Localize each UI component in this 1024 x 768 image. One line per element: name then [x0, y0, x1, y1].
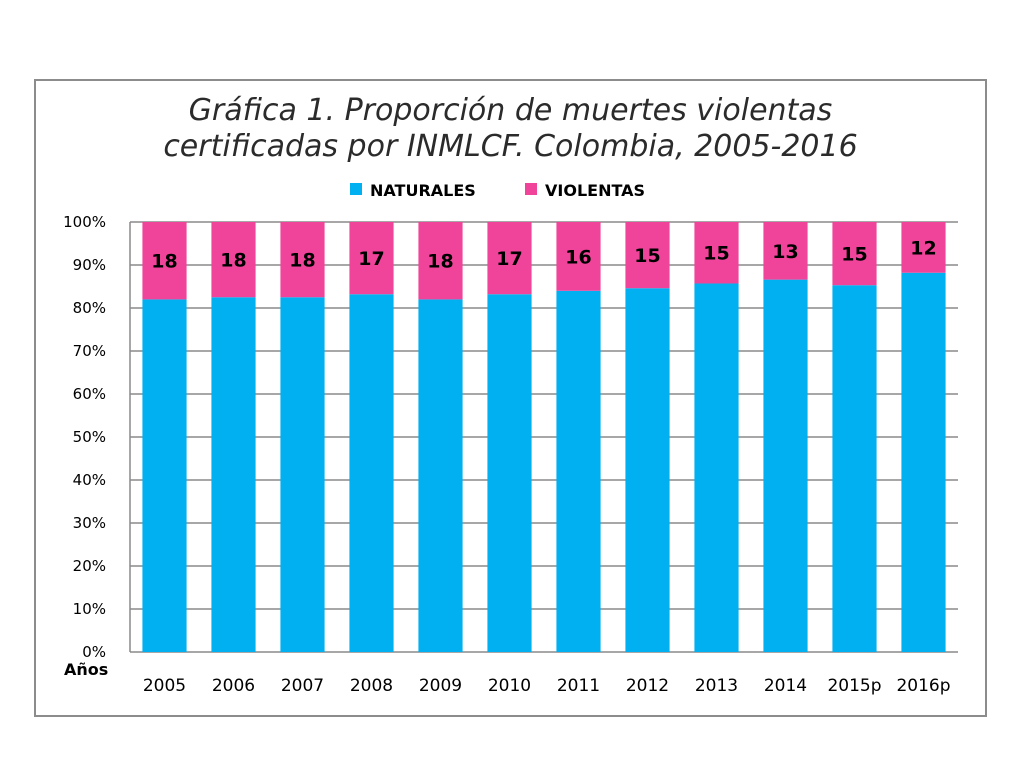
- data-label-2007: 18: [289, 250, 315, 272]
- y-tick-label: 100%: [63, 213, 106, 231]
- data-label-2015p: 15: [841, 244, 867, 266]
- x-axis-title: Años: [64, 660, 108, 679]
- data-label-2005: 18: [151, 251, 177, 273]
- bar-naturales-2005: [142, 299, 187, 652]
- bar-naturales-2015p: [832, 285, 877, 652]
- x-tick-label: 2016p: [896, 676, 950, 696]
- bar-violentas-2005: [142, 222, 187, 300]
- bar-naturales-2014: [763, 279, 808, 652]
- y-tick-label: 70%: [73, 342, 106, 360]
- bar-violentas-2006: [211, 222, 256, 298]
- x-tick-label: 2013: [695, 676, 738, 696]
- data-label-2009: 18: [427, 251, 453, 273]
- chart-title-line-1: Gráfica 1. Proporción de muertes violent…: [188, 93, 833, 128]
- y-tick-label: 30%: [73, 514, 106, 532]
- bar-violentas-2010: [487, 222, 532, 295]
- bar-violentas-2011: [556, 222, 601, 291]
- data-label-2011: 16: [565, 246, 591, 268]
- data-label-2013: 15: [703, 243, 729, 265]
- x-tick-label: 2008: [350, 676, 393, 696]
- x-tick-label: 2007: [281, 676, 324, 696]
- y-tick-label: 20%: [73, 557, 106, 575]
- x-tick-label: 2010: [488, 676, 531, 696]
- y-tick-label: 40%: [73, 471, 106, 489]
- bar-naturales-2010: [487, 294, 532, 652]
- y-tick-label: 60%: [73, 385, 106, 403]
- y-tick-label: 0%: [82, 643, 106, 661]
- data-label-2006: 18: [220, 250, 246, 272]
- legend-label-naturales: NATURALES: [370, 181, 476, 200]
- bar-naturales-2007: [280, 297, 325, 652]
- bar-naturales-2013: [694, 283, 739, 652]
- x-tick-label: 2015p: [827, 676, 881, 696]
- bar-naturales-2012: [625, 288, 670, 652]
- chart-title: Gráfica 1. Proporción de muertes violent…: [36, 93, 985, 165]
- x-tick-label: 2012: [626, 676, 669, 696]
- y-tick-label: 50%: [73, 428, 106, 446]
- x-tick-label: 2006: [212, 676, 255, 696]
- bar-violentas-2007: [280, 222, 325, 298]
- x-tick-label: 2005: [143, 676, 186, 696]
- y-tick-label: 80%: [73, 299, 106, 317]
- bar-violentas-2009: [418, 222, 463, 300]
- data-label-2010: 17: [496, 248, 522, 270]
- bar-violentas-2014: [763, 222, 808, 280]
- bar-violentas-2012: [625, 222, 670, 289]
- y-tick-label: 90%: [73, 256, 106, 274]
- legend-swatch-naturales: [350, 183, 362, 195]
- bar-violentas-2015p: [832, 222, 877, 286]
- data-label-2014: 13: [772, 241, 798, 263]
- chart-title-line-2: certificadas por INMLCF. Colombia, 2005-…: [163, 129, 858, 164]
- legend-swatch-violentas: [525, 183, 537, 195]
- bar-naturales-2008: [349, 294, 394, 652]
- data-label-2016p: 12: [910, 237, 936, 259]
- bar-naturales-2011: [556, 290, 601, 652]
- legend-label-violentas: VIOLENTAS: [545, 181, 645, 200]
- bar-violentas-2008: [349, 222, 394, 295]
- bar-violentas-2013: [694, 222, 739, 284]
- data-label-2012: 15: [634, 245, 660, 267]
- x-tick-label: 2014: [764, 676, 807, 696]
- bar-naturales-2009: [418, 299, 463, 652]
- bar-naturales-2016p: [901, 272, 946, 652]
- y-tick-label: 10%: [73, 600, 106, 618]
- bar-violentas-2016p: [901, 222, 946, 273]
- x-tick-label: 2011: [557, 676, 600, 696]
- data-label-2008: 17: [358, 248, 384, 270]
- x-tick-label: 2009: [419, 676, 462, 696]
- bar-naturales-2006: [211, 297, 256, 652]
